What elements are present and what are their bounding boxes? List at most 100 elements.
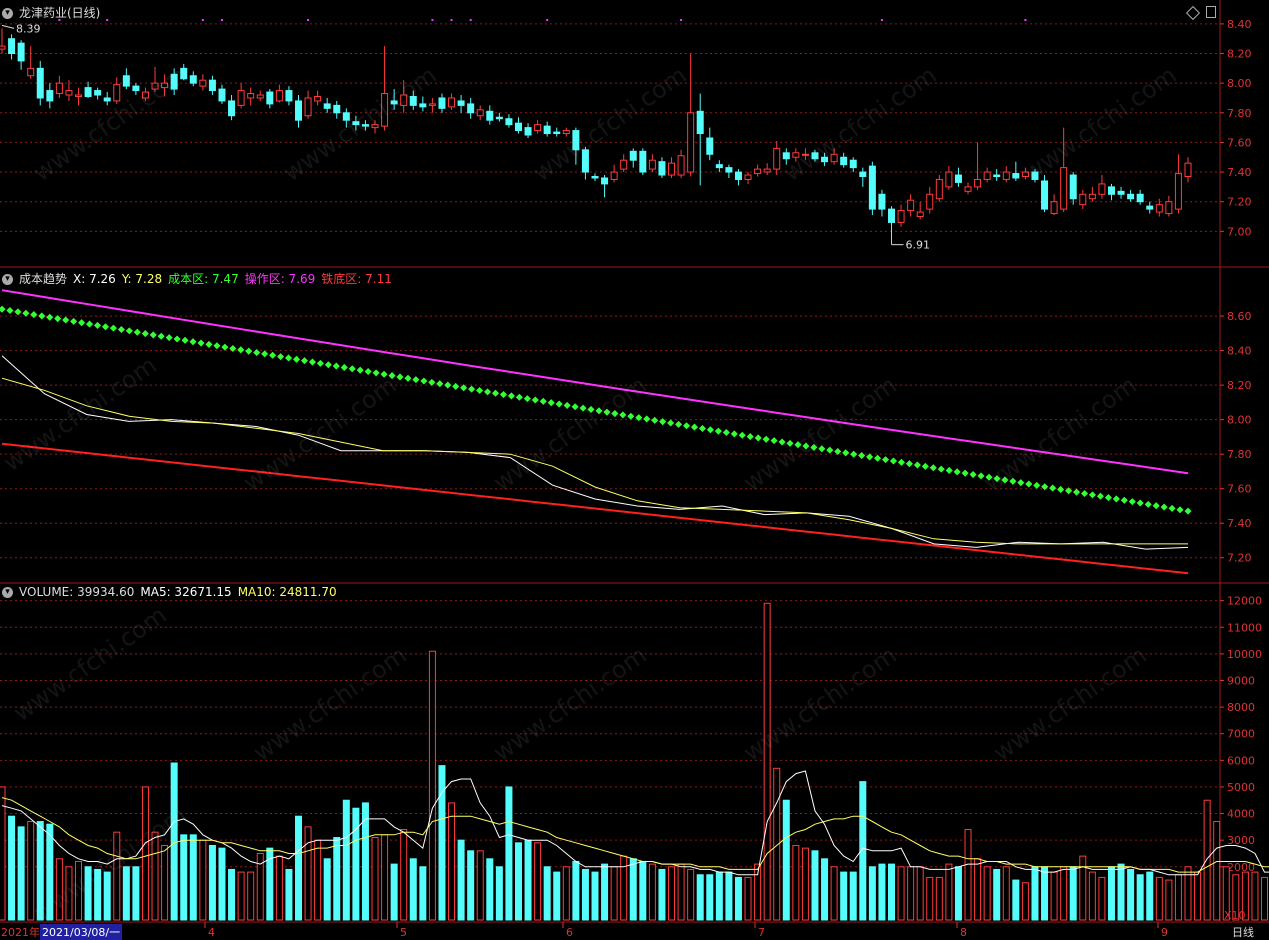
candle-body [639,150,647,173]
candle-body [601,177,609,185]
candle-body [514,122,522,132]
candle-body [668,162,676,176]
volume-bar [352,807,360,921]
cost-zone-dot [38,312,46,320]
volume-bar [696,874,704,921]
cost-zone-dot [523,395,531,403]
y-tick-label: 9000 [1227,674,1255,687]
volume-bar [639,860,647,921]
signal-marker [58,19,61,21]
cost-zone-dot [499,391,507,399]
candle-body [1184,162,1192,178]
volume-bar [1136,874,1144,921]
cost-zone-dot [253,349,261,357]
volume-bar [495,866,503,921]
y-tick-label: 8.40 [1227,18,1252,31]
volume-bar [295,815,302,921]
cost-zone-dot [133,328,141,336]
volume-bar [132,866,140,921]
candle-body [228,100,236,117]
volume-bar [1098,876,1106,921]
candle-body [897,210,905,223]
candle-body [859,171,867,178]
cost-zone-dot [929,464,937,472]
cost-zone-dot [786,439,794,447]
volume-bar [648,863,656,921]
volume-bar [1222,866,1230,921]
cost-zone-dot [651,416,659,424]
candle-body [553,131,561,135]
volume-bar [457,839,465,921]
cost-zone-dot [6,306,14,315]
volume-bar [821,858,829,921]
candle-body [333,104,341,114]
window-icon[interactable] [1206,6,1216,18]
candle-body [467,103,475,114]
cost-zone-dot [547,399,555,407]
volume-bar [1241,871,1249,921]
candle-body [945,171,953,188]
cost-zone-dot [308,358,316,366]
volume-bar [1069,866,1077,921]
cost-zone-dot [850,450,858,458]
volume-bar [467,850,475,921]
x-tick-label: 5 [400,926,407,939]
cost-zone-dot [690,423,699,431]
series-line-operation-zone [1,289,1189,475]
candle-body [974,178,982,188]
candle-body [1041,180,1049,210]
volume-bar [333,837,341,921]
volume-bar [830,866,838,921]
volume-bar [734,876,742,921]
volume-bar [381,834,389,921]
cost-zone-dot [794,441,802,449]
candle-body [342,112,350,121]
volume-bar [993,868,1001,921]
series-line-y [1,377,1188,545]
candle-body [218,88,226,102]
cost-zone-dot [348,365,356,373]
candle-body [266,91,274,105]
x-tick-label: 6 [566,926,573,939]
volume-bar [706,874,714,921]
candle-body [27,67,35,77]
annotation-label: 6.91 [906,239,931,252]
volume-bar [1232,874,1240,921]
y-tick-label: 11000 [1227,621,1262,634]
candle-body [1165,201,1173,215]
cost-zone-dot [977,472,985,480]
candle-body [1146,205,1154,210]
volume-bar [1165,879,1173,921]
x-tick-label: 4 [208,926,215,939]
candle-body [189,75,197,84]
y-tick-label: 8.00 [1227,414,1252,427]
chevron-down-icon[interactable]: ▾ [2,274,13,285]
y-tick-label: 8.40 [1227,345,1252,358]
date-cursor-label: 2021/03/08/一 [40,924,123,940]
volume-ma10-line [1,797,1269,873]
candle-body [543,125,551,135]
volume-bar [754,863,762,921]
volume-bar [419,866,427,921]
candle-body [65,90,73,96]
cost-zone-dot [388,372,396,380]
chevron-down-icon[interactable]: ▾ [2,587,13,598]
cost-zone-dot [173,335,181,343]
period-label[interactable]: 日线 [1232,926,1254,939]
candle-body [0,45,6,50]
candle-body [954,174,962,183]
cost-zone-dot [205,340,213,348]
y-tick-label: 7.40 [1227,517,1252,530]
candle-body [878,193,886,210]
volume-bar [1060,866,1068,921]
cost-zone-dot [667,419,675,427]
chevron-down-icon[interactable]: ▾ [2,8,13,19]
cost-zone-dot [30,311,38,319]
cost-zone-dot [380,370,388,378]
cost-zone-dot [778,438,786,446]
candle-body [1155,204,1163,213]
candle-body [696,110,704,135]
candle-body [113,84,121,102]
cost-zone-dot [1001,476,1009,484]
cost-zone-dot [22,309,30,317]
